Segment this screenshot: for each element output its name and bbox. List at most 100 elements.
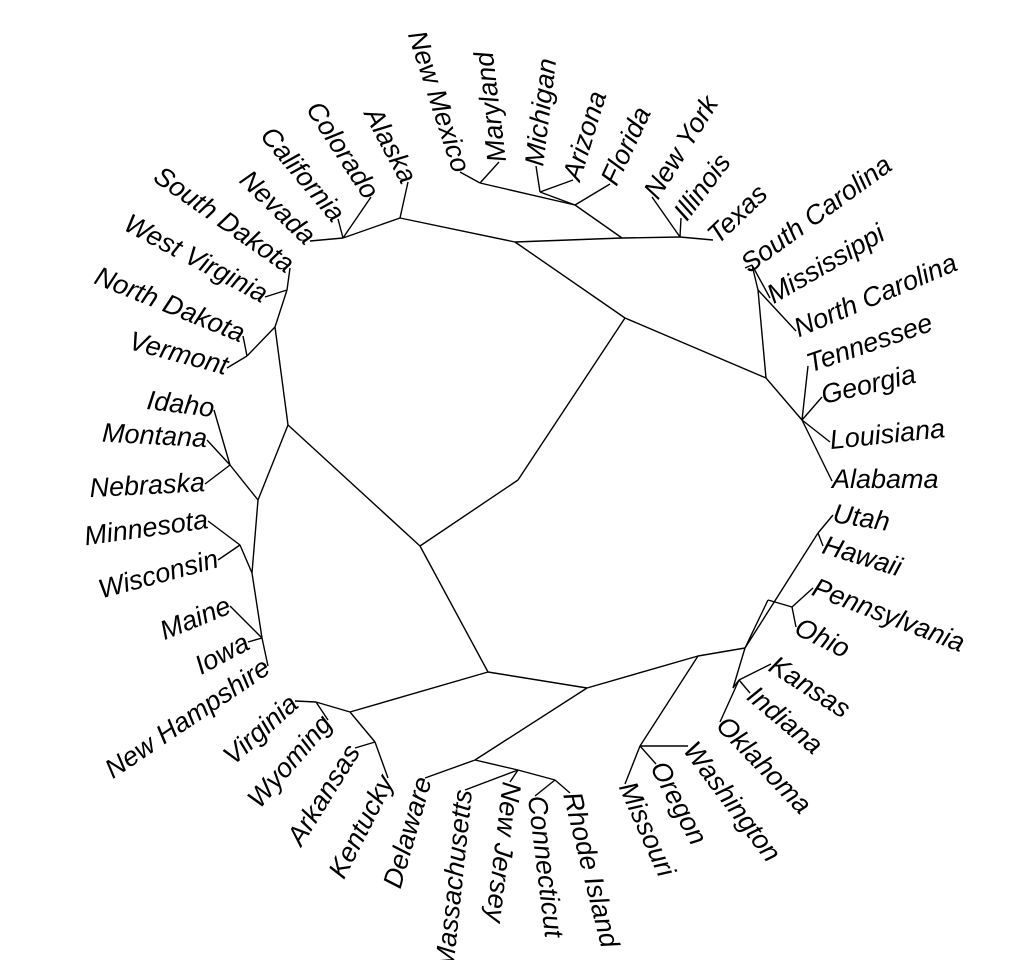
leaf-branch-ohio	[791, 606, 797, 628]
leaf-branch-south-carolina	[744, 264, 753, 269]
leaf-branch-illinois	[679, 217, 682, 238]
leaf-branch-west-virginia	[264, 289, 288, 298]
leaf-branch-kansas	[738, 663, 772, 681]
leaf-label-ohio: Ohio	[790, 612, 854, 664]
leaf-branch-vermont	[226, 355, 248, 369]
tree-branch	[251, 499, 259, 574]
leaf-branch-nebraska	[204, 464, 231, 485]
leaf-branch-alabama	[801, 419, 833, 482]
leaf-branch-connecticut	[534, 779, 556, 797]
leaf-label-new-hampshire: New Hampshire	[99, 652, 275, 784]
tree-branch	[399, 217, 516, 243]
tree-branch	[487, 671, 588, 689]
tree-branch	[274, 289, 288, 328]
leaf-branch-oregon	[639, 745, 657, 765]
leaf-branch-tennessee	[801, 365, 809, 421]
leaf-branch-california	[337, 218, 344, 239]
tree-branch	[419, 479, 519, 547]
leaf-label-utah: Utah	[831, 498, 892, 537]
leaf-branch-south-dakota	[286, 267, 291, 291]
tree-branch	[514, 237, 623, 243]
leaf-label-massachusetts: Massachusetts	[429, 788, 478, 960]
tree-branch	[419, 545, 489, 673]
leaf-branch-alaska	[399, 181, 409, 219]
leaf-branch-texas	[679, 236, 714, 241]
leaf-branch-arkansas	[354, 741, 376, 749]
leaf-label-nebraska: Nebraska	[89, 467, 206, 503]
tree-branch	[251, 572, 263, 639]
tree-branch	[767, 599, 793, 608]
tree-branch	[697, 647, 746, 657]
leaf-branch-hawaii	[817, 532, 824, 547]
leaf-branch-new-hampshire	[261, 637, 269, 667]
leaf-branch-iowa	[247, 637, 263, 643]
tree-branch	[349, 671, 489, 713]
leaf-branch-colorado	[342, 196, 372, 239]
leaf-label-minnesota: Minnesota	[82, 504, 210, 551]
leaf-branch-maine	[229, 605, 263, 639]
tree-branch	[479, 182, 576, 206]
leaf-label-alabama: Alabama	[830, 464, 939, 494]
leaf-label-montana: Montana	[101, 418, 208, 453]
leaf-branch-oklahoma	[719, 679, 740, 723]
leaf-branch-louisiana	[801, 419, 831, 443]
tree-branch	[539, 191, 576, 206]
leaf-label-new-mexico: New Mexico	[402, 27, 476, 176]
tree-branch	[621, 236, 681, 239]
leaf-branch-utah	[817, 514, 834, 534]
dendrogram-edges	[204, 161, 834, 797]
tree-branch	[349, 711, 376, 743]
tree-branch	[257, 424, 289, 501]
leaf-branch-nevada	[309, 237, 344, 242]
leaf-branch-new-jersey	[509, 769, 519, 783]
tree-branch	[574, 204, 623, 239]
tree-branch	[315, 701, 351, 713]
leaf-label-louisiana: Louisiana	[828, 413, 946, 455]
tree-branch	[517, 769, 556, 781]
leaf-label-maryland: Maryland	[469, 49, 512, 164]
leaf-branch-rhode-island	[554, 779, 571, 794]
leaf-branch-missouri	[624, 745, 641, 785]
leaf-branch-new-mexico	[459, 171, 481, 184]
tree-branch	[744, 532, 819, 649]
tree-branch	[474, 759, 519, 771]
tree-branch	[342, 217, 401, 239]
tree-branch	[474, 687, 588, 761]
tree-branch	[586, 655, 699, 689]
tree-branch	[517, 317, 626, 481]
leaf-branch-indiana	[738, 679, 751, 694]
tree-branch	[514, 241, 626, 319]
leaf-branch-new-york	[651, 196, 681, 238]
leaf-label-wisconsin: Wisconsin	[95, 544, 221, 605]
leaf-branch-maryland	[479, 161, 500, 184]
leaf-label-michigan: Michigan	[519, 57, 562, 168]
tree-branch	[757, 289, 767, 379]
leaf-branch-north-carolina	[757, 289, 797, 332]
leaf-branch-massachusetts	[464, 769, 519, 791]
tree-branch	[239, 544, 253, 574]
tree-branch	[274, 326, 289, 426]
leaf-label-new-jersey: New Jersey	[480, 780, 527, 925]
leaf-branch-kentucky	[374, 741, 389, 779]
leaf-branch-georgia	[801, 396, 823, 421]
tree-branch	[246, 326, 276, 357]
leaf-branch-mississippi	[751, 264, 771, 299]
tree-branch	[624, 317, 767, 379]
tree-branch	[732, 647, 746, 689]
leaf-branch-montana	[206, 439, 231, 466]
leaf-branch-idaho	[213, 409, 231, 466]
leaf-branch-north-dakota	[242, 335, 248, 357]
leaf-branch-wisconsin	[217, 544, 241, 561]
tree-branch	[744, 599, 769, 649]
tree-branch	[765, 377, 803, 421]
leaf-label-hawaii: Hawaii	[819, 530, 906, 583]
leaf-branch-delaware	[424, 759, 476, 779]
tree-branch	[751, 264, 759, 291]
leaf-branch-arizona	[539, 179, 574, 193]
leaf-branch-minnesota	[207, 520, 241, 546]
leaf-label-idaho: Idaho	[145, 385, 216, 423]
leaf-branch-michigan	[535, 165, 541, 193]
tree-branch	[229, 464, 259, 501]
